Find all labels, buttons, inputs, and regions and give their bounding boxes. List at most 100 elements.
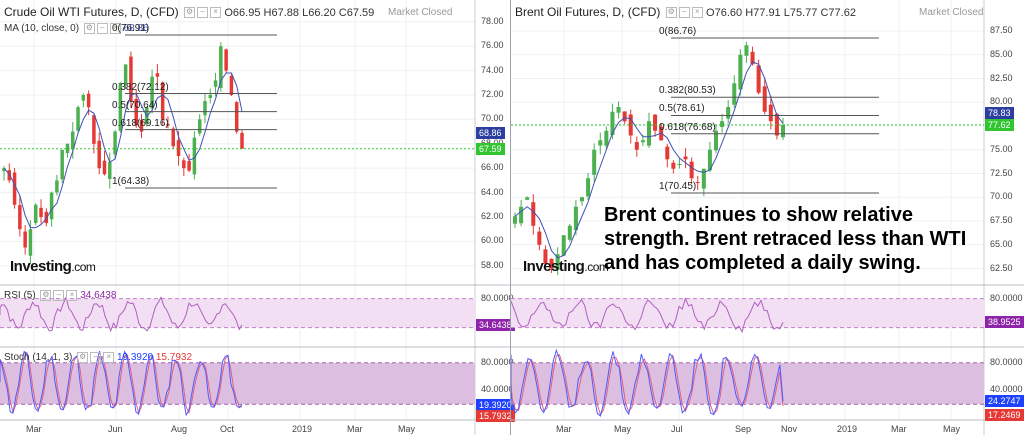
rsi-value-badge: 34.6438 [476,318,515,331]
brent-hide-icon[interactable]: – [678,7,690,19]
stoch-d-badge: 15.7932 [476,410,515,423]
price-tick-label: 72.00 [481,88,504,99]
logo-suffix: .com [71,260,96,274]
brent-chart-canvas [511,0,1024,435]
candle-body [768,104,773,122]
fib-level-label: 0.382(80.53) [659,85,716,97]
price-tick-label: 58.00 [481,259,504,270]
stoch-close-icon[interactable]: × [103,352,115,363]
x-axis-label: Oct [220,424,235,434]
rsi-tick-label: 80.0000 [481,292,514,303]
candle-body [118,82,123,131]
x-axis-label: Mar [891,424,907,434]
panel-divider [510,0,511,435]
brent-settings-icon[interactable]: ⚙ [665,7,677,19]
candle-body [76,107,80,131]
stoch-tick-label: 40.0000 [990,384,1023,395]
settings-icon[interactable]: ⚙ [184,7,196,19]
wti-high: H67.88 [263,7,300,19]
x-axis-label: Jun [108,424,123,434]
x-axis-label: May [398,424,416,434]
candle-body [732,83,737,105]
candle-body [677,164,682,165]
candle-body [97,140,101,169]
x-axis-label: May [943,424,961,434]
price-tick-label: 87.50 [990,25,1013,35]
candle-body [192,137,197,175]
stoch-settings-icon[interactable]: ⚙ [77,352,89,363]
wti-stoch-name: Stoch (14, 1, 3) [4,352,73,364]
brent-ohlc: O76.60 H77.91 L75.77 C77.62 [706,7,856,19]
candle-body [234,102,239,132]
candle-body [665,146,670,160]
candle-body [71,131,75,150]
wti-rsi-value: 34.6438 [80,290,117,302]
candle-body [28,229,33,256]
candle-body [689,161,694,179]
candle-body [622,111,627,122]
price-tick-label: 80.00 [990,96,1013,107]
candle-body [653,114,658,131]
candle-body [579,197,585,202]
ma-hide-icon[interactable]: – [96,23,108,34]
wti-title: Crude Oil WTI Futures, D, (CFD) [4,5,179,19]
stoch-k-badge: 24.2747 [985,395,1024,408]
x-axis-label: Mar [26,424,42,434]
rsi-close-icon[interactable]: × [66,290,78,301]
brent-open: O76.60 [706,7,743,19]
candle-body [155,73,160,77]
candle-body [129,56,133,102]
stoch-hide-icon[interactable]: – [90,352,102,363]
wti-chart-canvas [0,0,510,435]
x-axis-label: 2019 [292,424,313,434]
rsi-settings-icon[interactable]: ⚙ [40,290,52,301]
stoch-d-badge: 17.2469 [985,409,1024,422]
brent-title: Brent Oil Futures, D, (CFD) [515,5,661,19]
candle-body [537,231,542,245]
candle-body [762,86,767,112]
hide-icon[interactable]: – [197,7,209,19]
x-axis-label: May [614,424,632,434]
candle-body [23,231,27,248]
x-axis-label: Sep [735,424,752,434]
x-axis-label: Mar [347,424,363,434]
candle-body [525,197,530,200]
candle-body [49,192,54,220]
candle-body [640,140,645,143]
candle-body [726,107,731,119]
price-tick-label: 64.00 [481,186,504,197]
x-axis-label: Mar [556,424,572,434]
price-tick-label: 68.00 [481,138,504,148]
candle-body [65,143,70,154]
price-tick-label: 62.50 [990,262,1013,273]
rsi-value-badge: 38.9525 [985,316,1024,329]
candle-body [150,76,154,109]
candle-body [12,172,17,205]
candle-body [543,249,548,264]
candle-body [102,160,107,175]
close-icon[interactable]: × [210,7,222,19]
stoch-k-line [511,348,784,417]
ma-close-icon[interactable]: × [109,23,121,34]
brent-close-icon[interactable]: × [691,7,703,19]
stoch-d-line [0,351,243,415]
candle-body [113,131,117,155]
stoch-tick-label: 40.0000 [481,384,514,395]
candle-body [519,206,524,224]
candle-body [531,202,536,226]
rsi-hide-icon[interactable]: – [53,290,65,301]
x-axis-label: Aug [171,424,188,434]
logo-suffix-brent: .com [584,260,609,274]
price-tick-label: 60.00 [481,235,504,246]
candle-body [750,51,755,65]
brent-low: L75.77 [783,7,818,19]
brent-header: Brent Oil Futures, D, (CFD) ⚙ – × O76.60 H… [515,5,856,19]
ma-settings-icon[interactable]: ⚙ [83,23,95,34]
candle-body [18,205,22,230]
candle-body [720,121,725,127]
wti-header: Crude Oil WTI Futures, D, (CFD) ⚙ – × O66.… [4,5,374,19]
price-tick-label: 62.00 [481,210,504,221]
candle-body [213,80,218,87]
candle-body [2,168,6,172]
fib-level-label: 0(76.91) [112,23,150,35]
